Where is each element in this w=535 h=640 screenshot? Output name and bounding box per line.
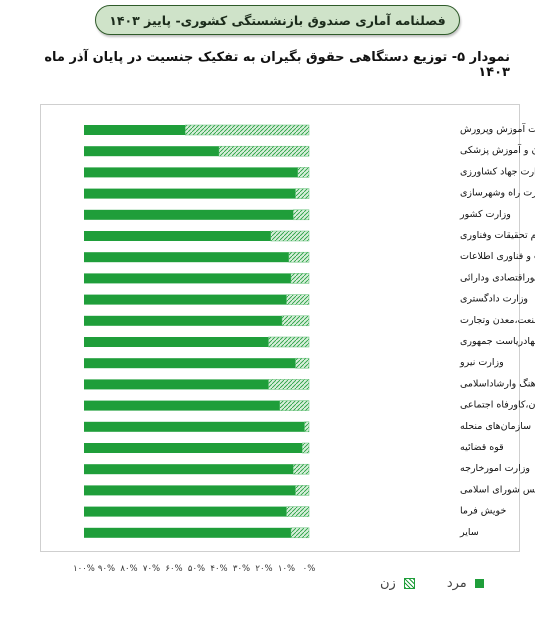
bar-women [290,527,310,539]
bar-men [84,125,186,135]
bar-men [84,231,271,241]
category-label: وزارت آموزش وپرورش [460,122,535,135]
legend-label-men: مرد [446,576,467,591]
category-label: وزارت صنعت،معدن وتجارت [460,315,535,326]
x-tick-label: ۸۰% [120,564,137,574]
category-label: خویش فرما [460,506,506,517]
bar-men [84,421,305,432]
bar-men [84,527,291,538]
category-label: وزارت راه وشهرسازی [460,188,535,199]
category-label: وزارت فرهنگ وارشاداسلامی [460,377,535,389]
bar-women [286,506,310,517]
category-label: وزارت جهاد کشاورزی [460,166,535,177]
bar-men [84,464,294,475]
bar-women [302,442,310,454]
bar-men [84,443,303,453]
bar-women [268,336,310,348]
category-label: وزارت ارتباطات و فناوری اطلاعات [460,251,535,262]
bar-men [84,252,289,263]
bar-women [288,251,310,263]
bar-women [295,485,310,496]
category-label: وزارت بهداشت، درمان و آموزش پزشکی [460,143,535,156]
category-label: سایر [459,527,479,538]
bar-men [84,485,296,496]
category-label: قوه قضائیه [460,442,504,453]
x-tick-label: ۱۰۰% [73,564,95,574]
bar-men [84,358,296,369]
bar-women [293,209,310,221]
bar-men [84,294,287,305]
bar-women [279,400,310,411]
bar-men [84,506,287,517]
report-header: فصلنامه آماری صندوق بازنشستگی کشوری- پای… [95,5,460,35]
bar-men [84,379,269,390]
bar-women [268,379,310,390]
x-tick-label: ۵۰% [188,564,205,574]
legend-item-men: مرد [447,576,484,591]
bar-women [297,167,310,178]
bar-women [286,294,310,305]
x-tick-label: ۰% [303,564,316,574]
bar-women [218,145,310,157]
category-label: نهادریاست جمهوری [460,336,535,347]
bar-women [185,124,310,136]
bar-men [84,337,269,347]
legend-item-women: زن [380,576,415,591]
legend-label-women: زن [380,576,396,591]
legend-swatch-men [474,579,484,588]
bar-men [84,209,294,220]
x-tick-label: ۲۰% [255,564,272,574]
category-label: مجلس شورای اسلامی [460,484,535,495]
x-tick-label: ۶۰% [165,564,182,574]
category-label: وزارت اموراقتصادی ودارائی [460,272,535,283]
bar-men [84,273,291,284]
category-label: وزارت تعاون،کاورفاه اجتماعی [460,400,535,411]
x-tick-label: ۳۰% [233,564,250,574]
legend: مرد زن [380,576,484,591]
category-label: وزارت امورخارجه [460,463,530,474]
category-label: وزارت کشور [459,209,511,220]
chart-title: نمودار ۵- توزیع دستگاهی حقوق بگیران به ت… [44,50,510,80]
x-tick-label: ۷۰% [143,564,160,574]
bar-women [304,421,310,433]
report-header-title: فصلنامه آماری صندوق بازنشستگی کشوری- پای… [109,12,446,28]
x-tick-label: ۱۰% [278,564,295,574]
x-tick-label: ۴۰% [210,564,227,574]
bar-women [293,463,310,475]
legend-swatch-women [403,578,415,589]
bar-men [84,167,298,178]
category-label: وزارت دادگستری [460,293,528,305]
bar-women [290,273,310,284]
bar-men [84,400,280,411]
chart-frame [40,104,520,552]
bar-women [295,357,310,369]
bar-women [281,315,310,327]
bar-men [84,315,282,326]
x-tick-label: ۹۰% [98,564,115,574]
category-label: وزارت علوم تحقیقات وفناوری [460,230,535,241]
category-label: وزارت نیرو [459,357,504,368]
bar-men [84,188,296,199]
category-label: سازمان‌های منحله [460,421,531,432]
bar-men [84,146,219,157]
bar-women [270,230,310,242]
bar-women [295,188,310,199]
